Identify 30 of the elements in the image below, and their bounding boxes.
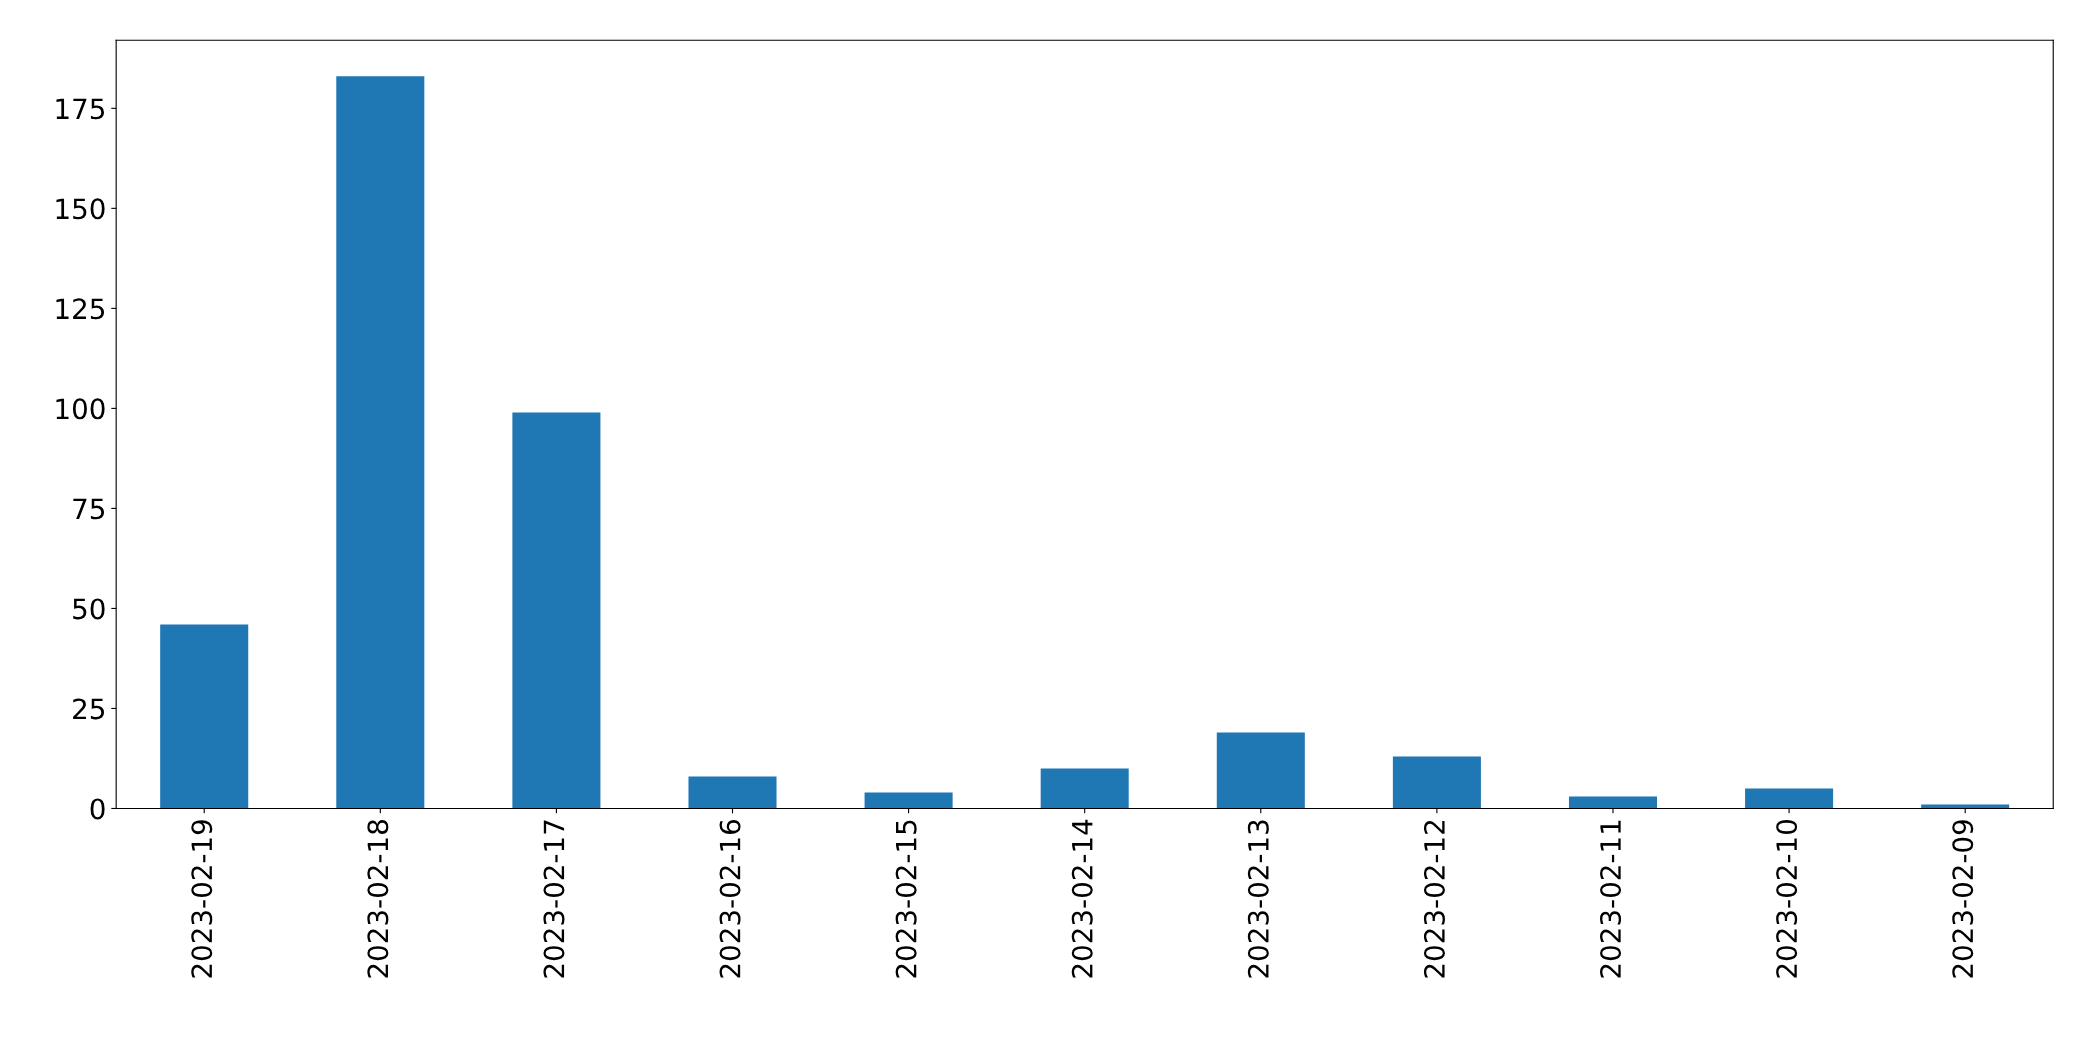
y-tick-label: 50: [73, 598, 105, 620]
bar: [1392, 756, 1481, 809]
bar: [864, 792, 953, 809]
x-tick-label: 2023-02-15: [895, 820, 917, 978]
y-tick-label: 175: [56, 98, 105, 120]
x-tick-label: 2023-02-11: [1600, 820, 1622, 978]
y-tick-label: 75: [73, 498, 105, 520]
y-tick-label: 0: [90, 798, 105, 820]
x-tick-label: 2023-02-10: [1776, 820, 1798, 978]
x-tick-label: 2023-02-18: [367, 820, 389, 978]
bar: [1040, 768, 1129, 809]
y-tick-label: 25: [73, 698, 105, 720]
bar: [512, 412, 601, 809]
x-tick-label: 2023-02-12: [1423, 820, 1445, 978]
y-tick-label: 150: [56, 198, 105, 220]
bar: [1568, 796, 1658, 809]
bar: [1216, 732, 1305, 809]
x-tick-label: 2023-02-17: [543, 820, 565, 978]
x-tick-label: 2023-02-13: [1247, 820, 1269, 978]
x-tick-label: 2023-02-09: [1952, 820, 1974, 978]
y-tick-label: 100: [56, 398, 105, 420]
bar: [160, 624, 249, 809]
bar: [1745, 788, 1834, 809]
x-tick-label: 2023-02-19: [191, 820, 213, 978]
y-tick-label: 125: [56, 298, 105, 320]
x-tick-label: 2023-02-16: [719, 819, 741, 978]
x-tick-label: 2023-02-14: [1071, 819, 1093, 978]
bar: [336, 76, 425, 809]
bar: [1921, 804, 2010, 809]
bar: [688, 776, 777, 809]
